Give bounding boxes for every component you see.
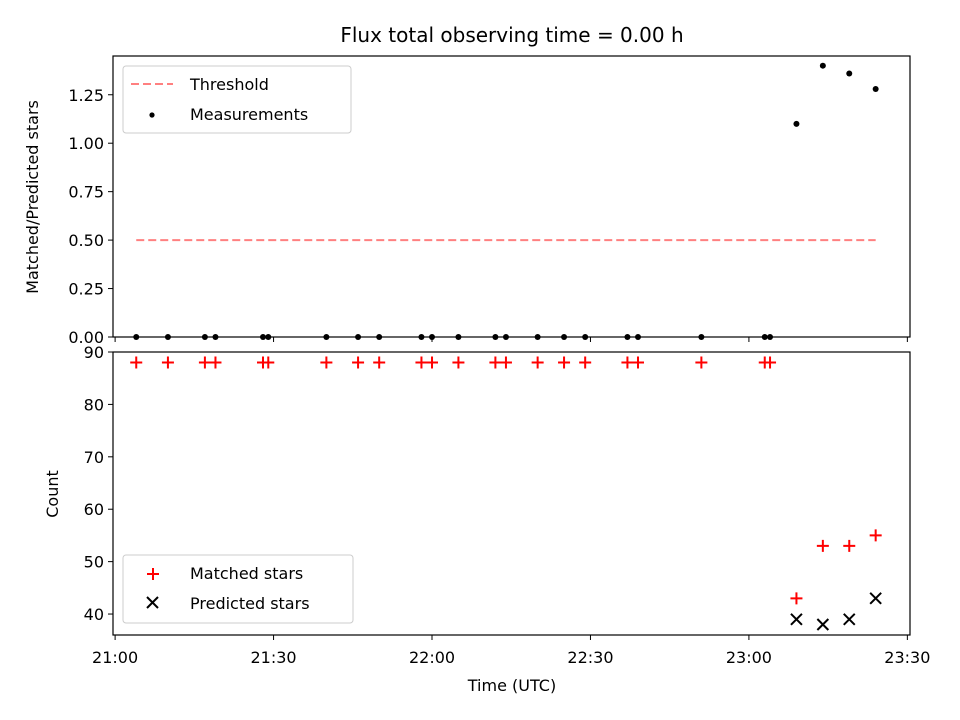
p0-y-tick-label-4: 1.00 xyxy=(68,134,104,153)
matched-point xyxy=(790,592,803,605)
top-y-axis-label: Matched/Predicted stars xyxy=(23,100,42,294)
matched-point xyxy=(695,356,708,369)
p1-y-tick-label-3: 70 xyxy=(84,448,104,467)
bottom-y-axis-label: Count xyxy=(43,470,62,518)
p0-y-tick-label-2: 0.50 xyxy=(68,231,104,250)
bottom-legend-box xyxy=(122,554,354,624)
matched-point xyxy=(161,356,174,369)
legend-matched-label: Matched stars xyxy=(190,564,303,583)
matched-point xyxy=(579,356,592,369)
top-legend-box xyxy=(122,65,352,134)
legend-measurements-swatch xyxy=(149,112,155,118)
legend-measurements-label: Measurements xyxy=(190,105,308,124)
bottom-axes: 21:00 21:30 22:00 22:30 23:00 23:30 40 50 60 70 80… xyxy=(84,343,931,667)
predicted-point xyxy=(816,618,830,631)
p0-y-tick-label-1: 0.25 xyxy=(68,280,104,299)
p0-y-tick-label-5: 1.25 xyxy=(68,86,104,105)
p1-y-tick-label-5: 90 xyxy=(84,343,104,362)
p0-y-tick-label-3: 0.75 xyxy=(68,183,104,202)
matched-point xyxy=(531,356,544,369)
matched-point xyxy=(869,529,882,542)
matched-point xyxy=(209,356,222,369)
x-tick-label-4: 23:00 xyxy=(726,648,772,667)
measurement-point xyxy=(846,70,853,77)
matched-point xyxy=(198,356,211,369)
p1-y-tick-label-1: 50 xyxy=(84,553,104,572)
measurement-point xyxy=(793,120,800,127)
matched-point xyxy=(816,539,829,552)
bottom-axes-frame xyxy=(112,351,911,636)
matched-point xyxy=(764,356,777,369)
matched-point xyxy=(130,356,143,369)
matched-point xyxy=(452,356,465,369)
x-tick-label-5: 23:30 xyxy=(884,648,930,667)
matched-point xyxy=(499,356,512,369)
top-axes: 0.00 0.25 0.50 0.75 1.00 1.25 xyxy=(68,86,908,347)
measurement-point xyxy=(819,62,826,69)
matched-point xyxy=(621,356,634,369)
top-panel: Matched/Predicted stars 0.00 0.25 0.50 0.75… xyxy=(23,55,911,347)
chart-title: Flux total observing time = 0.00 h xyxy=(340,23,683,47)
predicted-point xyxy=(790,613,803,626)
matched-point xyxy=(631,356,644,369)
p1-y-tick-label-4: 80 xyxy=(84,395,104,414)
p1-y-tick-label-0: 40 xyxy=(84,605,104,624)
matched-point xyxy=(262,356,275,369)
p0-y-tick-label-0: 0.00 xyxy=(68,328,104,347)
legend-predicted-label: Predicted stars xyxy=(190,594,310,613)
measurement-point xyxy=(872,85,879,92)
bottom-legend: Matched stars Predicted stars xyxy=(122,554,354,624)
legend-matched-swatch xyxy=(147,568,159,580)
p1-series-1 xyxy=(790,592,882,631)
bottom-panel: Count Time (UTC) 21:00 21:30 22:00 22:30 23:… xyxy=(43,343,930,695)
x-tick-label-1: 21:30 xyxy=(251,648,297,667)
matched-point xyxy=(843,539,856,552)
legend-predicted-swatch xyxy=(146,596,159,609)
matched-point xyxy=(352,356,365,369)
predicted-point xyxy=(869,592,882,605)
matched-point xyxy=(320,356,333,369)
x-tick-label-3: 22:30 xyxy=(567,648,613,667)
p1-series-0 xyxy=(130,356,882,605)
predicted-point xyxy=(843,613,856,626)
matched-point xyxy=(415,356,428,369)
x-tick-label-2: 22:00 xyxy=(409,648,455,667)
bottom-marks xyxy=(130,356,882,631)
x-axis-label: Time (UTC) xyxy=(467,676,556,695)
p1-y-tick-label-2: 60 xyxy=(84,500,104,519)
top-legend: Threshold Measurements xyxy=(122,65,352,134)
matched-point xyxy=(558,356,571,369)
legend-threshold-label: Threshold xyxy=(189,75,269,94)
matched-point xyxy=(489,356,502,369)
x-tick-label-0: 21:00 xyxy=(92,648,138,667)
matched-point xyxy=(373,356,386,369)
top-axes-frame xyxy=(112,55,911,338)
matched-point xyxy=(426,356,439,369)
